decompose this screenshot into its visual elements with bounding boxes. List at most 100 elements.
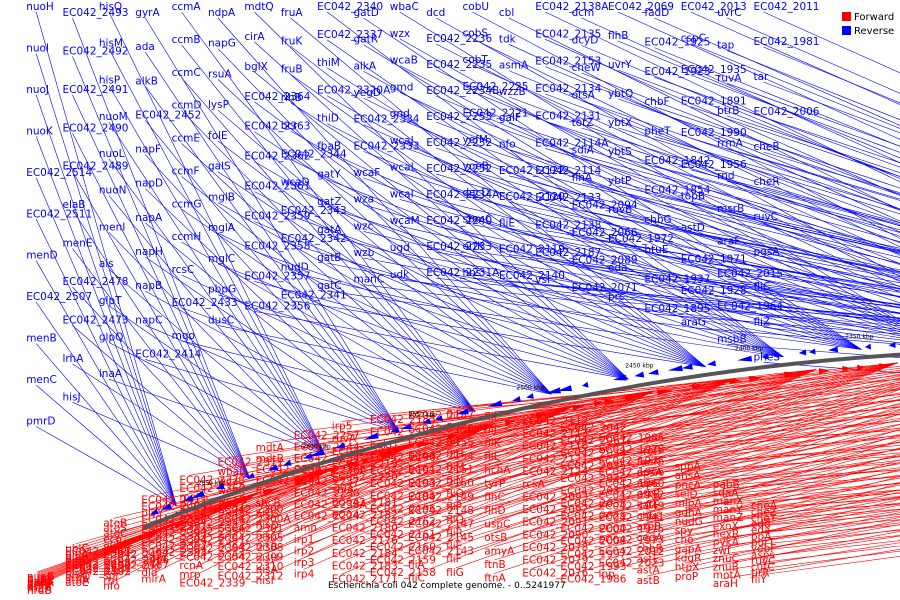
forward-gene-label: EC042_2148 xyxy=(408,505,474,517)
reverse-gene-label: fruK xyxy=(281,35,304,47)
reverse-gene-leader-line xyxy=(254,71,629,380)
forward-gene-label: asps xyxy=(751,549,775,561)
reverse-gene-label: EC042_2138 xyxy=(535,220,601,232)
forward-gene-arrow xyxy=(174,520,190,529)
reverse-gene-label: otsA xyxy=(572,90,596,102)
reverse-gene-leader-line xyxy=(145,222,400,432)
forward-gene-label: EC042_2151 xyxy=(408,464,474,476)
reverse-gene-label: gatY xyxy=(317,168,341,180)
forward-gene-label: flhC xyxy=(484,492,505,504)
reverse-gene-leader-line xyxy=(72,17,251,479)
reverse-gene-leader-line xyxy=(654,195,900,251)
forward-gene-label: proP xyxy=(675,571,699,583)
forward-gene-leader-line xyxy=(608,463,900,514)
forward-gene-leader-line xyxy=(227,405,575,525)
forward-gene-leader-line xyxy=(379,362,898,492)
forward-gene-label: fliR xyxy=(446,527,463,539)
forward-gene-leader-line xyxy=(417,387,900,561)
forward-gene-leader-line xyxy=(570,420,900,462)
reverse-gene-label: cobS xyxy=(463,28,489,40)
reverse-gene-label: sdiA xyxy=(572,144,595,156)
forward-gene-label: arpB xyxy=(637,521,662,533)
reverse-gene-leader-line xyxy=(72,94,251,479)
forward-gene-arrow xyxy=(842,365,852,372)
reverse-gene-leader-line xyxy=(399,11,900,321)
reverse-gene-leader-line xyxy=(326,151,784,358)
forward-gene-label: EC042_2037 xyxy=(560,485,626,497)
reverse-gene-leader-line xyxy=(436,173,900,309)
forward-gene-label: amn xyxy=(294,522,317,534)
forward-gene-leader-line xyxy=(608,435,900,468)
reverse-gene-leader-line xyxy=(181,176,476,412)
reverse-gene-label: dcd xyxy=(426,7,445,19)
forward-gene-leader-line xyxy=(646,497,900,545)
forward-gene-label: chbR xyxy=(637,543,663,555)
reverse-gene-label: EC042_2340 xyxy=(317,1,383,13)
reverse-gene-leader-line xyxy=(217,232,552,395)
forward-gene-label: lpp xyxy=(599,569,616,581)
forward-gene-leader-line xyxy=(151,443,417,496)
reverse-gene-label: EC042_2187 xyxy=(535,247,601,259)
forward-gene-arrow xyxy=(879,363,887,370)
reverse-gene-label: napH xyxy=(135,246,163,258)
forward-gene-leader-line xyxy=(684,531,900,573)
reverse-gene-arrow xyxy=(667,365,683,372)
reverse-gene-leader-line xyxy=(217,140,552,395)
reverse-gene-label: EC042_2094 xyxy=(572,199,638,211)
reverse-gene-arrow xyxy=(308,449,325,457)
reverse-gene-label: nuoI xyxy=(26,43,49,55)
reverse-gene-leader-line xyxy=(727,180,900,226)
forward-gene-leader-line xyxy=(646,437,900,458)
forward-gene-leader-line xyxy=(341,369,817,473)
reverse-gene-leader-line xyxy=(35,53,177,507)
reverse-gene-label: napG xyxy=(208,38,236,50)
forward-gene-label: fliO xyxy=(446,488,464,500)
forward-gene-leader-line xyxy=(151,443,417,555)
forward-gene-label: EC042_2145 xyxy=(408,532,474,544)
forward-gene-leader-line xyxy=(570,427,900,475)
forward-gene-label: EC042_2196 xyxy=(370,503,436,515)
forward-gene-leader-line xyxy=(760,519,900,533)
reverse-gene-leader-line xyxy=(617,127,900,215)
forward-gene-label: EC042_1941 xyxy=(599,512,665,524)
reverse-gene-label: EC042_1990 xyxy=(681,127,747,139)
reverse-gene-leader-line xyxy=(327,206,784,358)
forward-gene-arrow xyxy=(604,398,615,405)
forward-gene-label: EC042_2348 xyxy=(179,509,245,521)
forward-gene-label: dld xyxy=(141,567,157,579)
forward-gene-leader-line xyxy=(684,462,900,481)
genome-backbone-arc xyxy=(142,352,900,530)
forward-gene-label: EC042_2091 xyxy=(522,517,588,529)
reverse-gene-leader-line xyxy=(363,177,862,350)
reverse-gene-label: msbB xyxy=(717,333,747,345)
forward-gene-label: tirR xyxy=(751,568,770,580)
reverse-gene-label: ccmE xyxy=(172,133,200,145)
forward-gene-leader-line xyxy=(684,476,900,499)
forward-gene-leader-line xyxy=(608,442,900,480)
reverse-gene-label: EC042_2493 xyxy=(63,7,129,19)
reverse-gene-arrow xyxy=(681,363,693,370)
reverse-gene-label: nuoH xyxy=(26,1,54,13)
reverse-gene-leader-line xyxy=(145,256,400,432)
reverse-gene-label: EC042_2320A xyxy=(317,85,391,97)
forward-gene-arrow xyxy=(535,412,550,419)
forward-gene-label: narP xyxy=(103,565,127,577)
reverse-gene-leader-line xyxy=(654,224,900,272)
forward-gene-leader-line xyxy=(608,456,900,502)
forward-gene-label: hisA xyxy=(256,564,279,576)
reverse-gene-label: EC042_2359 xyxy=(244,211,310,223)
forward-gene-label: EC042_2257 xyxy=(294,430,360,442)
reverse-gene-leader-line xyxy=(145,120,400,432)
forward-gene-leader-line xyxy=(151,443,417,569)
reverse-gene-label: EC042_2362 xyxy=(244,151,310,163)
forward-gene-label: fliC xyxy=(408,573,425,585)
forward-gene-arrow xyxy=(145,532,158,540)
forward-gene-arrow xyxy=(474,427,484,434)
reverse-gene-label: napC xyxy=(135,314,162,326)
forward-gene-label: atoE xyxy=(65,577,89,589)
reverse-gene-label: gatB xyxy=(317,252,341,264)
forward-gene-arrow xyxy=(263,487,280,496)
reverse-gene-label: gatC xyxy=(317,280,342,292)
forward-gene-leader-line xyxy=(494,383,900,426)
reverse-gene-label: EC042_1972 xyxy=(608,233,674,245)
